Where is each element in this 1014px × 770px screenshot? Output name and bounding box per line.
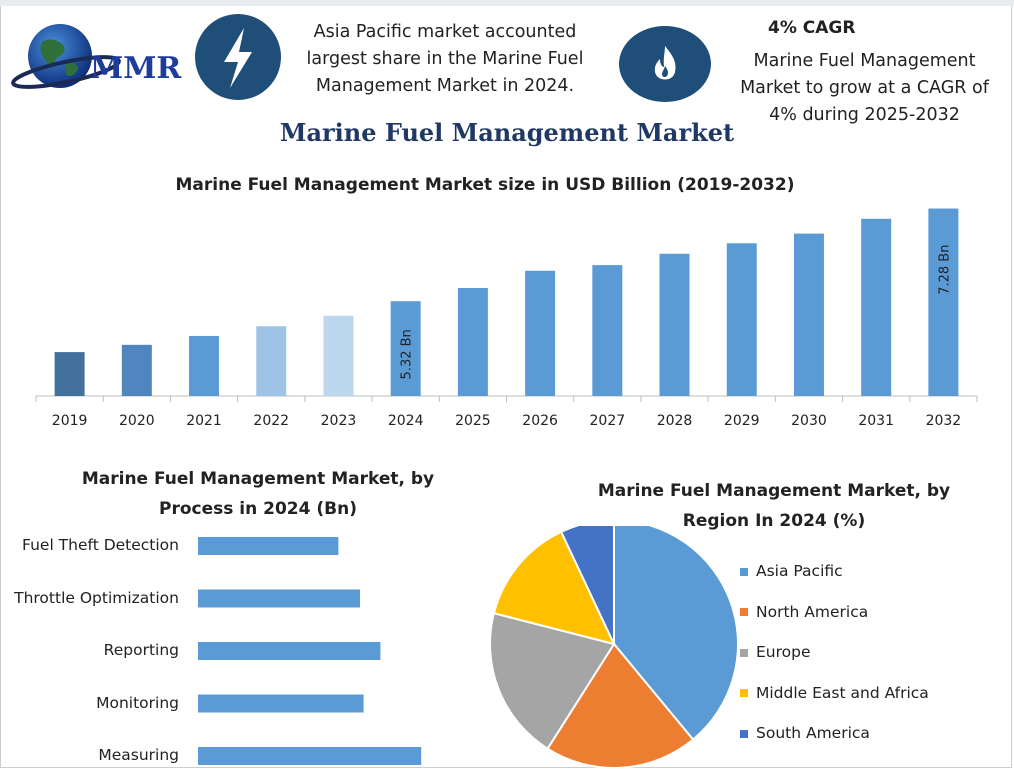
legend-item: Middle East and Africa: [740, 684, 929, 702]
x-tick-label: 2025: [455, 413, 491, 429]
process-chart: [198, 537, 422, 765]
process-bar: [198, 537, 339, 555]
pie-slice: [559, 526, 615, 645]
market-size-chart: 2019 2020 2021 2022 2023 2024 5.32 Bn 2025 2026 2…: [35, 208, 978, 429]
process-label: Measuring: [98, 746, 179, 764]
pie-slice: [546, 642, 695, 769]
pie-slice: [613, 526, 739, 741]
bar-data-label: 5.32 Bn: [400, 329, 415, 379]
process-bar: [198, 694, 364, 713]
info2-line: 4% during 2025-2032: [769, 105, 960, 125]
cagr-title: 4% CAGR: [768, 18, 856, 38]
x-tick-label: 2027: [590, 413, 626, 429]
info1-line: largest share in the Marine Fuel: [306, 49, 584, 69]
bar-2026: [525, 270, 556, 396]
x-tick-label: 2026: [522, 413, 558, 429]
page-title: Marine Fuel Management Market: [279, 118, 735, 147]
bar-2025: [457, 287, 488, 396]
region-pie-chart: [489, 526, 739, 769]
process-bar: [198, 589, 360, 608]
flame-icon: [619, 26, 711, 102]
info1-line: Asia Pacific market accounted: [313, 22, 577, 42]
bar-2032: [928, 208, 959, 396]
lightning-icon: [190, 14, 286, 100]
region-title-line: Region In 2024 (%): [682, 511, 866, 531]
process-label: Throttle Optimization: [14, 588, 179, 607]
info-asia-pacific: Asia Pacific market accounted largest sh…: [290, 19, 600, 100]
x-tick-label: 2020: [119, 413, 155, 429]
x-tick-label: 2031: [858, 413, 894, 429]
legend-label: Asia Pacific: [756, 562, 843, 580]
info-cagr: Marine Fuel Management Market to grow at…: [722, 48, 1007, 129]
x-tick-label: 2024: [388, 413, 424, 429]
legend-item: Europe: [740, 643, 811, 661]
process-label: Monitoring: [96, 693, 179, 712]
x-tick-label: 2029: [724, 413, 760, 429]
market-size-chart-title: Marine Fuel Management Market size in US…: [175, 175, 795, 195]
legend-swatch: [740, 608, 748, 616]
bar-2031: [861, 218, 892, 396]
x-tick-label: 2030: [791, 413, 827, 429]
info2-line: Market to grow at a CAGR of: [740, 78, 989, 98]
region-chart-title: Marine Fuel Management Market, by Region…: [574, 476, 974, 536]
bar-2030: [793, 233, 824, 396]
info2-line: Marine Fuel Management: [753, 51, 976, 71]
x-tick-label: 2021: [186, 413, 222, 429]
bar-data-label: 7.28 Bn: [937, 245, 952, 295]
logo-text: MMR: [90, 51, 182, 86]
legend-label: North America: [756, 602, 869, 621]
bar-2028: [659, 253, 690, 396]
region-title-line: Marine Fuel Management Market, by: [597, 481, 951, 501]
process-title-line: Process in 2024 (Bn): [159, 499, 357, 519]
bar-2022: [256, 326, 287, 396]
legend-swatch: [740, 689, 748, 697]
x-tick-label: 2019: [52, 413, 88, 429]
x-tick-label: 2028: [657, 413, 693, 429]
legend-item: Asia Pacific: [740, 562, 843, 580]
x-tick-label: 2023: [321, 413, 357, 429]
process-title-line: Marine Fuel Management Market, by: [81, 469, 435, 489]
bar-2029: [726, 243, 757, 396]
legend-label: South America: [756, 724, 870, 742]
image-frame: [0, 6, 1012, 768]
browser-top-strip: [0, 0, 1014, 6]
process-chart-title: Marine Fuel Management Market, by Proces…: [48, 464, 468, 524]
legend-swatch: [740, 567, 748, 576]
pie-slice: [492, 530, 616, 646]
legend-item: North America: [740, 603, 868, 621]
pie-slice: [489, 611, 616, 751]
bar-2021: [189, 335, 220, 396]
info1-line: Management Market in 2024.: [315, 76, 575, 96]
bar-2023: [323, 315, 354, 396]
bar-2019: [54, 352, 85, 396]
legend-swatch: [740, 648, 748, 657]
globe-icon: MMR: [11, 24, 182, 89]
legend-swatch: [740, 729, 748, 738]
process-bar: [198, 747, 422, 765]
legend-item: South America: [740, 724, 870, 742]
bar-2024: [390, 301, 421, 396]
legend-label: Europe: [756, 643, 811, 661]
x-tick-label: 2022: [253, 413, 289, 429]
x-tick-label: 2032: [926, 413, 962, 429]
process-label: Fuel Theft Detection: [22, 536, 179, 554]
legend-label: Middle East and Africa: [756, 683, 929, 702]
process-bar: [198, 642, 381, 660]
bar-2027: [592, 265, 623, 396]
mmr-logo: MMR: [8, 14, 188, 94]
process-label: Reporting: [103, 641, 179, 659]
bar-2020: [121, 344, 152, 396]
